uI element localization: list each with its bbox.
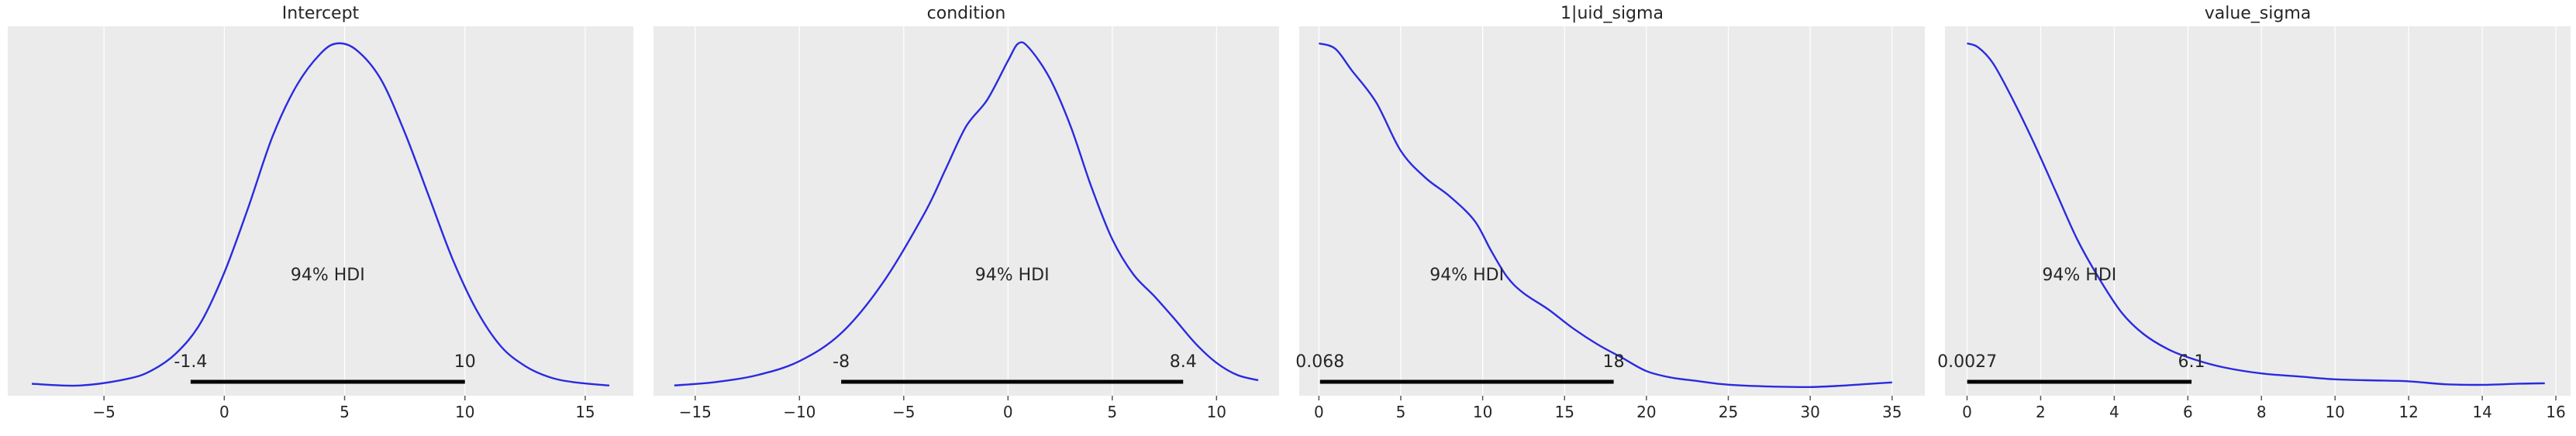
hdi-caption: 94% HDI: [975, 266, 1050, 285]
plot-background: [653, 26, 1279, 396]
x-tick-label: 2: [2036, 403, 2046, 421]
x-tick-label: 15: [1555, 403, 1574, 421]
x-tick-label: 8: [2257, 403, 2267, 421]
x-tick-label: 12: [2398, 403, 2418, 421]
x-tick-label: 5: [340, 403, 350, 421]
x-tick-label: 30: [1800, 403, 1819, 421]
x-tick-label: −10: [783, 403, 816, 421]
plot-background: [1945, 26, 2571, 396]
hdi-low-label: -1.4: [174, 352, 207, 372]
hdi-caption: 94% HDI: [2042, 266, 2116, 285]
x-tick-label: 0: [1962, 403, 1972, 421]
x-tick-label: 10: [455, 403, 474, 421]
density-curve: [1318, 42, 1892, 389]
x-tick-label: 25: [1719, 403, 1738, 421]
hdi-high-label: 8.4: [1170, 352, 1197, 372]
panel-2: 0 5 10 15 20 25 30 35 1|uid_sigma 0.068 18 94% HDI: [1295, 4, 1925, 421]
panel-title: Intercept: [282, 4, 360, 23]
hdi-caption: 94% HDI: [291, 266, 365, 285]
x-tick-label: 5: [1107, 403, 1117, 421]
panel-3: 0 2 4 6 8 10 12 14 16 value_sigma 0.0027 6.1 94% HDI: [1937, 4, 2571, 421]
x-tick-label: 0: [1314, 403, 1324, 421]
x-tick-label: 10: [1207, 403, 1226, 421]
plot-background: [8, 26, 633, 396]
plot-background: [1299, 26, 1925, 396]
x-tick-label: 10: [2325, 403, 2344, 421]
hdi-high-label: 10: [454, 352, 476, 372]
x-tick-label: 35: [1882, 403, 1902, 421]
x-tick-label: −5: [892, 403, 915, 421]
x-tick-label: 14: [2472, 403, 2492, 421]
density-curve: [674, 41, 1259, 386]
hdi-caption: 94% HDI: [1429, 266, 1504, 285]
x-tick-label: −15: [679, 403, 712, 421]
hdi-low-label: 0.068: [1295, 352, 1344, 372]
density-curve: [1967, 42, 2545, 386]
x-tick-label: 0: [219, 403, 229, 421]
x-tick-label: 0: [1003, 403, 1013, 421]
hdi-low-label: -8: [833, 352, 850, 372]
hdi-high-label: 18: [1603, 352, 1625, 372]
hdi-high-label: 6.1: [2178, 352, 2205, 372]
panel-title: 1|uid_sigma: [1560, 4, 1664, 23]
hdi-low-label: 0.0027: [1937, 352, 1997, 372]
x-tick-label: 6: [2183, 403, 2193, 421]
x-tick-label: 5: [1396, 403, 1406, 421]
x-tick-label: 15: [575, 403, 595, 421]
x-tick-label: 20: [1636, 403, 1656, 421]
panel-1: −15 −10 −5 0 5 10 condition -8 8.4 94% HDI: [653, 4, 1279, 421]
x-tick-label: −5: [92, 403, 115, 421]
x-tick-label: 10: [1473, 403, 1492, 421]
x-tick-label: 4: [2109, 403, 2119, 421]
panel-title: condition: [927, 4, 1006, 23]
x-tick-label: 16: [2546, 403, 2565, 421]
panel-0: −5 0 5 10 15 Intercept -1.4 10 94% HDI: [8, 4, 633, 421]
density-curve: [31, 42, 610, 387]
panel-title: value_sigma: [2205, 4, 2312, 23]
